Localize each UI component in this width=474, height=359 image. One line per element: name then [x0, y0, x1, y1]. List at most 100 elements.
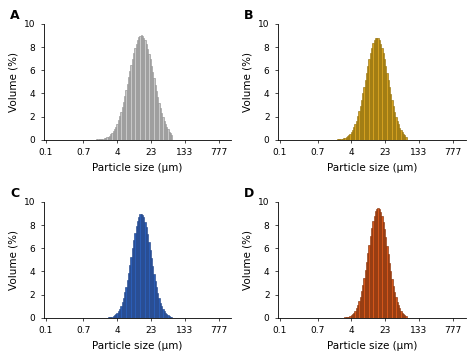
Bar — [143, 38, 145, 140]
Bar — [130, 65, 132, 140]
Bar — [158, 298, 160, 318]
Bar — [355, 124, 356, 140]
Bar — [120, 306, 121, 318]
Bar — [155, 281, 156, 318]
Bar — [352, 314, 353, 318]
X-axis label: Particle size (μm): Particle size (μm) — [92, 341, 183, 351]
Bar — [380, 211, 381, 318]
Text: B: B — [244, 9, 254, 22]
Bar — [392, 286, 394, 318]
Bar — [343, 139, 344, 140]
Bar — [170, 133, 171, 140]
Y-axis label: Volume (%): Volume (%) — [243, 230, 253, 290]
Bar — [133, 53, 134, 140]
Bar — [390, 271, 392, 318]
Bar — [368, 59, 370, 140]
Text: D: D — [244, 187, 255, 200]
Bar — [376, 209, 377, 318]
Bar — [392, 106, 394, 140]
Bar — [403, 134, 404, 140]
Bar — [124, 293, 125, 318]
Bar — [357, 116, 358, 140]
Bar — [108, 136, 109, 140]
Bar — [146, 227, 147, 318]
Bar — [121, 107, 123, 140]
Bar — [388, 80, 389, 140]
Bar — [147, 48, 148, 140]
Bar — [339, 139, 340, 140]
Bar — [164, 121, 165, 140]
Bar — [372, 222, 374, 318]
Bar — [118, 311, 119, 318]
Bar — [376, 38, 377, 140]
Bar — [138, 37, 139, 140]
Bar — [109, 317, 110, 318]
Bar — [361, 100, 362, 140]
Bar — [146, 44, 147, 140]
Bar — [151, 258, 152, 318]
Bar — [127, 280, 128, 318]
Bar — [114, 315, 115, 318]
Bar — [164, 311, 165, 318]
Bar — [347, 317, 348, 318]
Bar — [115, 127, 117, 140]
Bar — [109, 136, 110, 140]
Bar — [379, 209, 380, 318]
Bar — [113, 316, 114, 318]
Bar — [125, 90, 127, 140]
Bar — [119, 116, 120, 140]
Bar — [128, 78, 129, 140]
Bar — [366, 262, 367, 318]
Bar — [157, 97, 158, 140]
Bar — [123, 298, 124, 318]
Bar — [136, 226, 137, 318]
Bar — [151, 66, 152, 140]
Bar — [137, 40, 138, 140]
Bar — [118, 120, 119, 140]
Bar — [165, 124, 166, 140]
Bar — [165, 313, 166, 318]
Bar — [111, 133, 113, 140]
Bar — [143, 217, 145, 318]
Bar — [156, 91, 157, 140]
Bar — [384, 229, 385, 318]
Bar — [360, 297, 361, 318]
Bar — [133, 241, 134, 318]
Bar — [132, 248, 133, 318]
Bar — [162, 117, 164, 140]
Bar — [169, 131, 170, 140]
Bar — [346, 137, 347, 140]
Bar — [405, 316, 407, 318]
Bar — [372, 43, 374, 140]
Bar — [370, 53, 371, 140]
Bar — [347, 136, 348, 140]
Bar — [123, 102, 124, 140]
Bar — [364, 278, 365, 318]
Bar — [351, 132, 352, 140]
Bar — [160, 108, 161, 140]
Bar — [358, 301, 360, 318]
Bar — [386, 73, 388, 140]
Bar — [349, 316, 351, 318]
Bar — [130, 257, 132, 318]
Bar — [129, 265, 130, 318]
Bar — [388, 254, 389, 318]
Bar — [374, 215, 375, 318]
Bar — [356, 121, 357, 140]
Bar — [404, 135, 405, 140]
Bar — [389, 263, 390, 318]
Bar — [368, 245, 370, 318]
Bar — [370, 236, 371, 318]
Bar — [362, 285, 364, 318]
Bar — [148, 242, 150, 318]
Bar — [380, 44, 381, 140]
Bar — [397, 121, 398, 140]
Bar — [357, 305, 358, 318]
Bar — [132, 59, 133, 140]
Bar — [102, 139, 104, 140]
Bar — [104, 138, 105, 140]
Bar — [352, 130, 353, 140]
Bar — [367, 253, 368, 318]
Bar — [360, 106, 361, 140]
Bar — [351, 315, 352, 318]
